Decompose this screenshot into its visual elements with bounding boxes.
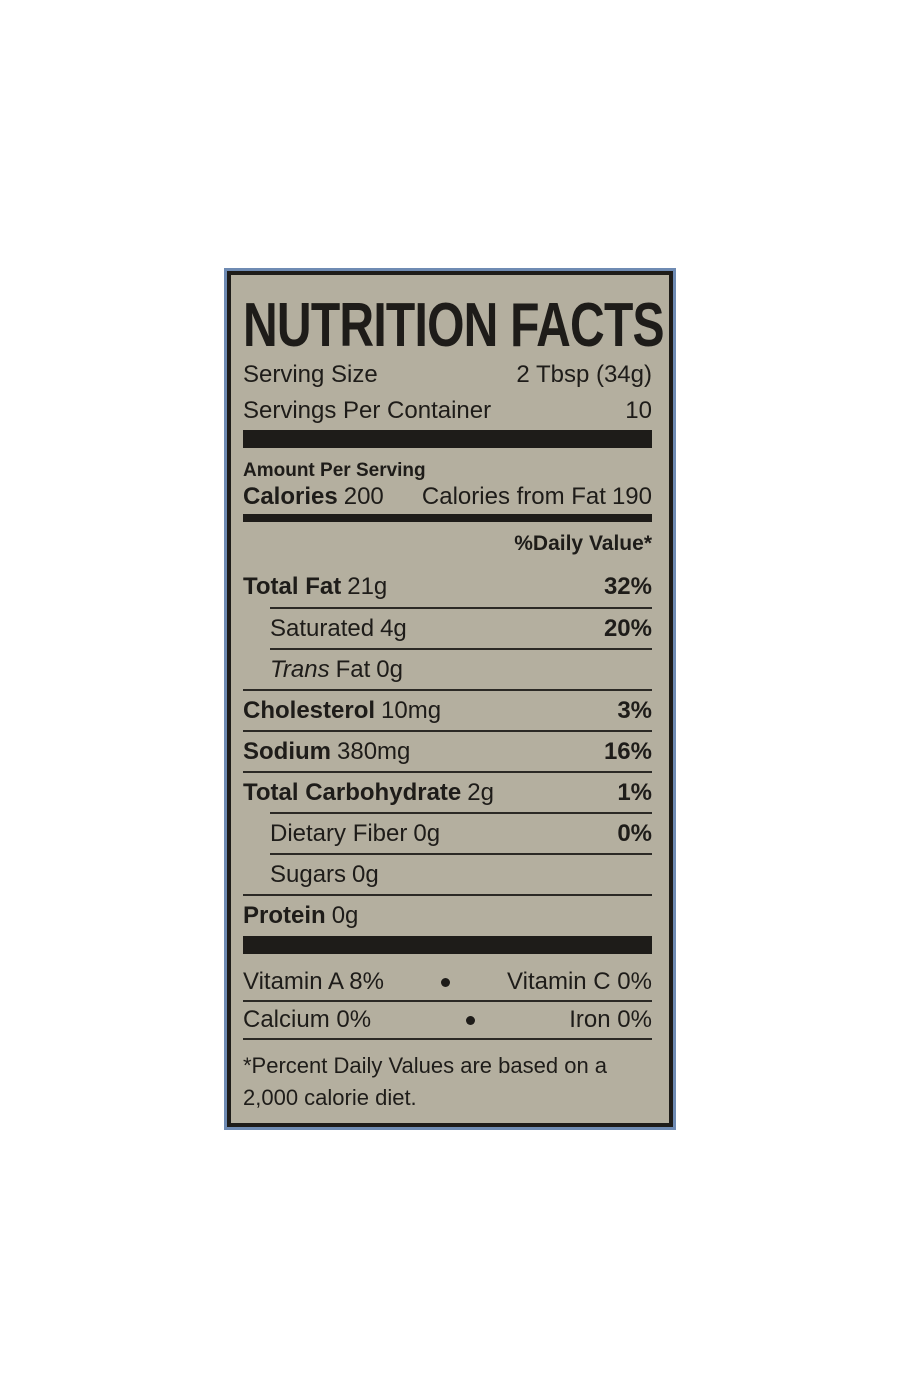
nutrient: Dietary Fiber 0g	[270, 820, 440, 848]
calories-from-fat-value: 190	[611, 483, 652, 510]
nutrient-dv: 3%	[617, 696, 652, 724]
nutrient-amount: 0g	[352, 860, 379, 888]
medium-rule	[243, 514, 652, 522]
servings-label: Servings Per Container	[243, 397, 492, 424]
calories-from-fat-label: Calories from Fat	[421, 483, 606, 510]
separator-dot	[441, 977, 451, 987]
nutrient-amount: 21g	[347, 572, 388, 600]
nutrient-name: Fat	[335, 655, 371, 683]
thick-rule	[243, 936, 652, 954]
nutrient-name: Sodium	[243, 737, 331, 765]
nutrient-amount: 380mg	[337, 737, 411, 765]
thick-rule	[243, 430, 652, 448]
serving-size-value: 2 Tbsp (34g)	[516, 361, 652, 388]
nutrient-dv: 16%	[603, 737, 652, 765]
nutrient-name: Sugars	[270, 860, 347, 888]
nutrient-name: Saturated	[270, 614, 375, 642]
nutrient-row: Saturated 4g 20%	[270, 607, 652, 648]
nutrient-name: Cholesterol	[243, 696, 376, 724]
label-frame: NUTRITION FACTS Serving Size 2 Tbsp (34g…	[224, 268, 676, 1130]
vitamin: Vitamin A 8%	[243, 968, 384, 995]
nutrient-dv: 32%	[603, 572, 652, 600]
nutrient-row: Dietary Fiber 0g 0%	[270, 812, 652, 853]
nutrient: Total Carbohydrate 2g	[243, 779, 494, 807]
nutrient-name: Protein	[243, 901, 326, 929]
nutrient-row: Protein 0g	[243, 894, 652, 935]
serving-size-row: Serving Size 2 Tbsp (34g)	[243, 357, 652, 393]
daily-value-header-text: %Daily Value*	[514, 532, 652, 555]
nutrient-name: Total Carbohydrate	[243, 778, 462, 806]
nutrient-row: Sugars 0g	[270, 853, 652, 894]
nutrient-amount: 4g	[380, 614, 407, 642]
vitamin: Vitamin C 0%	[507, 968, 652, 995]
vitamin-row: Vitamin A 8% Vitamin C 0%	[243, 964, 652, 1002]
label-content: NUTRITION FACTS Serving Size 2 Tbsp (34g…	[243, 291, 665, 1114]
nutrient-amount: 2g	[467, 778, 494, 806]
nutrient-dv: 20%	[603, 614, 652, 642]
nutrient-amount: 0g	[376, 655, 403, 683]
title: NUTRITION FACTS	[243, 291, 665, 360]
nutrient-name: Total Fat	[243, 572, 342, 600]
vitamin: Iron 0%	[569, 1006, 652, 1033]
nutrient-row: Total Carbohydrate 2g 1%	[243, 771, 652, 812]
nutrient: Sugars 0g	[270, 861, 379, 889]
nutrient-name-italic: Trans	[270, 655, 330, 683]
nutrient-amount: 10mg	[381, 696, 442, 724]
calories-label: Calories	[243, 483, 338, 510]
footnote: *Percent Daily Values are based on a 2,0…	[243, 1053, 608, 1110]
calories-row: Calories 200 Calories from Fat 190	[243, 482, 652, 512]
nutrient-row: Sodium 380mg 16%	[243, 730, 652, 771]
nutrient: Sodium 380mg	[243, 738, 410, 766]
vitamin: Calcium 0%	[243, 1006, 372, 1033]
nutrient: Saturated 4g	[270, 615, 407, 643]
calories-from-fat: Calories from Fat 190	[422, 483, 652, 511]
nutrient: Trans Fat 0g	[270, 656, 403, 684]
vitamin-row: Calcium 0% Iron 0%	[243, 1002, 652, 1040]
calories: Calories 200	[243, 483, 384, 511]
nutrient: Protein 0g	[243, 902, 358, 930]
nutrient-amount: 0g	[413, 819, 441, 847]
nutrient-dv: 1%	[617, 778, 652, 806]
serving-size-label: Serving Size	[243, 361, 378, 388]
servings-value: 10	[625, 397, 652, 424]
separator-dot	[465, 1015, 475, 1025]
servings-row: Servings Per Container 10	[243, 393, 652, 429]
nutrient-amount: 0g	[331, 901, 359, 929]
nutrient: Total Fat 21g	[243, 573, 387, 601]
daily-value-header: %Daily Value*	[243, 522, 652, 566]
amount-per-serving: Amount Per Serving	[243, 460, 426, 481]
nutrient-row: Trans Fat 0g	[270, 648, 652, 689]
calories-value: 200	[343, 483, 384, 510]
nutrient-row: Total Fat 21g 32%	[243, 566, 652, 607]
nutrient-dv: 0%	[617, 819, 652, 847]
nutrient-row: Cholesterol 10mg 3%	[243, 689, 652, 730]
nutrient-name: Dietary Fiber	[270, 819, 408, 847]
nutrient: Cholesterol 10mg	[243, 697, 441, 725]
label-panel: NUTRITION FACTS Serving Size 2 Tbsp (34g…	[227, 271, 673, 1127]
